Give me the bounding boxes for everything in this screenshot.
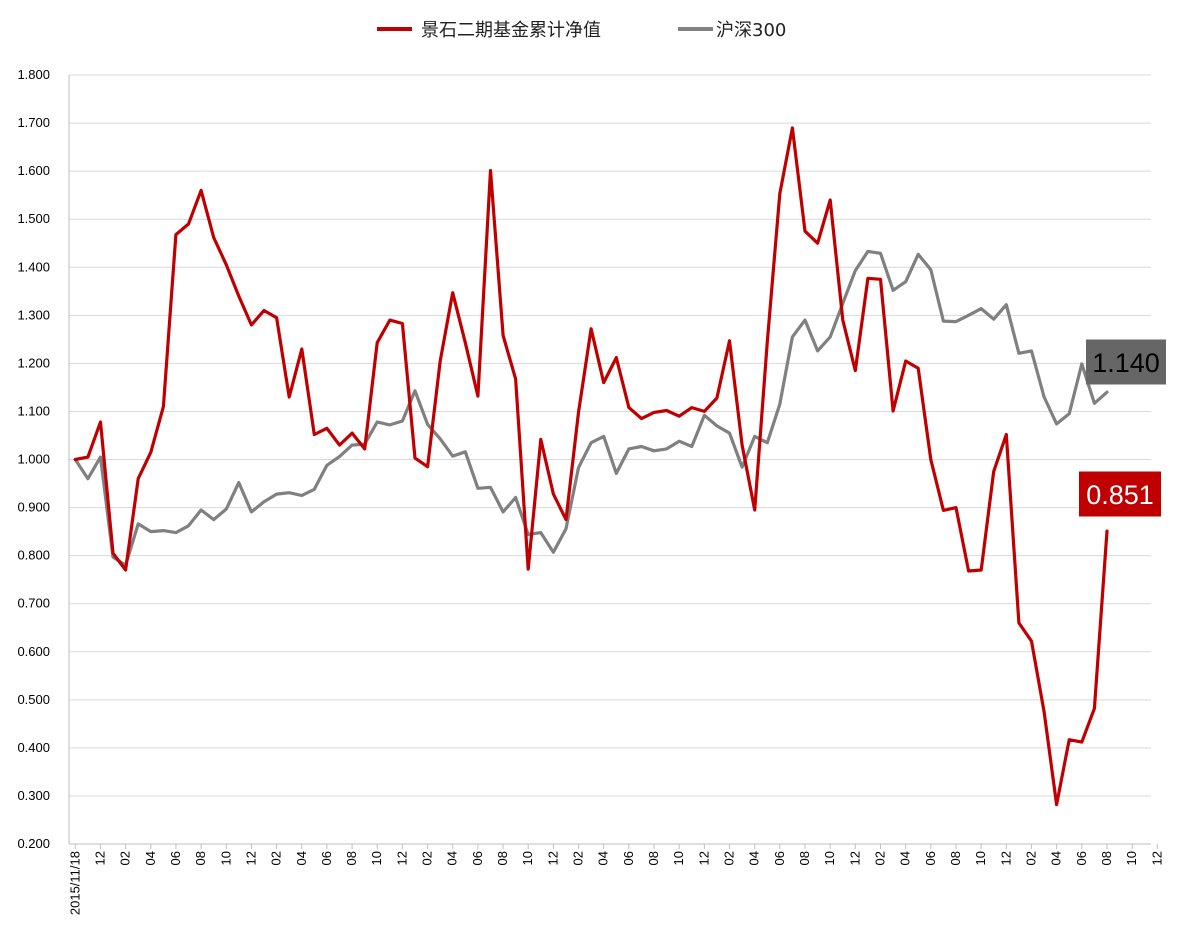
y-tick-label: 1.500 bbox=[17, 211, 50, 226]
x-tick-label: 12 bbox=[243, 851, 258, 865]
x-tick-label: 12 bbox=[394, 851, 409, 865]
series-line-2 bbox=[73, 249, 1109, 567]
x-tick-label: 06 bbox=[621, 851, 636, 865]
x-tick-label: 02 bbox=[873, 851, 888, 865]
x-tick-label: 06 bbox=[168, 851, 183, 865]
y-tick-label: 1.400 bbox=[17, 259, 50, 274]
y-tick-label: 1.800 bbox=[17, 67, 50, 82]
y-tick-label: 1.100 bbox=[17, 403, 50, 418]
x-tick-label: 10 bbox=[671, 851, 686, 865]
y-tick-label: 1.200 bbox=[17, 355, 50, 370]
callout-value: 1.140 bbox=[1092, 348, 1160, 378]
series-lines bbox=[73, 126, 1109, 807]
x-tick-label: 08 bbox=[1099, 851, 1114, 865]
y-tick-label: 0.600 bbox=[17, 644, 50, 659]
y-axis: 0.200 0.300 0.400 0.500 0.600 0.700 0.800 0.900… bbox=[17, 67, 70, 851]
legend: 景石二期基金累计净值 沪深300 bbox=[377, 20, 786, 41]
x-tick-label: 08 bbox=[948, 851, 963, 865]
x-tick-label: 04 bbox=[596, 851, 611, 865]
x-tick-label: 10 bbox=[822, 851, 837, 865]
x-tick-label: 10 bbox=[520, 851, 535, 865]
x-tick-label: 10 bbox=[218, 851, 233, 865]
x-tick-label: 06 bbox=[319, 851, 334, 865]
x-tick-label: 12 bbox=[847, 851, 862, 865]
x-tick-label: 10 bbox=[1124, 851, 1139, 865]
legend-label-series-2: 沪深300 bbox=[716, 20, 786, 41]
x-tick-label: 06 bbox=[772, 851, 787, 865]
x-tick-label: 08 bbox=[797, 851, 812, 865]
legend-label-series-1: 景石二期基金累计净值 bbox=[421, 20, 601, 41]
series-line-1 bbox=[73, 126, 1109, 807]
x-tick-label: 08 bbox=[344, 851, 359, 865]
x-tick-label: 08 bbox=[495, 851, 510, 865]
y-tick-label: 0.800 bbox=[17, 548, 50, 563]
x-tick-label: 06 bbox=[470, 851, 485, 865]
y-tick-label: 0.300 bbox=[17, 788, 50, 803]
x-tick-label: 08 bbox=[646, 851, 661, 865]
x-tick-label: 12 bbox=[545, 851, 560, 865]
y-tick-label: 0.500 bbox=[17, 692, 50, 707]
value-callouts: 1.140 0.851 bbox=[1079, 339, 1166, 517]
x-tick-label: 02 bbox=[1023, 851, 1038, 865]
x-tick-label: 04 bbox=[898, 851, 913, 865]
x-tick-label: 02 bbox=[118, 851, 133, 865]
x-tick-label: 08 bbox=[193, 851, 208, 865]
x-tick-label: 02 bbox=[420, 851, 435, 865]
x-tick-label: 02 bbox=[269, 851, 284, 865]
x-tick-label: 04 bbox=[445, 851, 460, 865]
y-tick-label: 1.600 bbox=[17, 163, 50, 178]
x-tick-label: 04 bbox=[294, 851, 309, 865]
y-tick-label: 0.900 bbox=[17, 500, 50, 515]
x-tick-label: 04 bbox=[143, 851, 158, 865]
x-tick-label: 12 bbox=[1149, 851, 1164, 865]
x-tick-label: 12 bbox=[92, 851, 107, 865]
x-tick-label: 06 bbox=[1074, 851, 1089, 865]
x-tick-label: 04 bbox=[1049, 851, 1064, 865]
x-tick-label: 2015/11/18 bbox=[67, 851, 82, 915]
y-tick-label: 0.400 bbox=[17, 740, 50, 755]
callout-box bbox=[1086, 339, 1166, 385]
x-tick-label: 10 bbox=[973, 851, 988, 865]
callout-box bbox=[1079, 471, 1161, 517]
y-tick-label: 1.000 bbox=[17, 452, 50, 467]
y-tick-label: 0.700 bbox=[17, 596, 50, 611]
x-axis: 2015/11/18 12 02 04 06 08 10 12 02 04 06 08 10 12 02 04… bbox=[67, 843, 1164, 915]
x-tick-label: 12 bbox=[998, 851, 1013, 865]
x-tick-label: 10 bbox=[369, 851, 384, 865]
x-tick-label: 12 bbox=[696, 851, 711, 865]
y-tick-label: 0.200 bbox=[17, 836, 50, 851]
callout-value: 0.851 bbox=[1086, 480, 1154, 510]
x-tick-label: 06 bbox=[923, 851, 938, 865]
y-tick-label: 1.700 bbox=[17, 115, 50, 130]
x-tick-label: 02 bbox=[722, 851, 737, 865]
x-tick-label: 02 bbox=[571, 851, 586, 865]
y-tick-label: 1.300 bbox=[17, 307, 50, 322]
x-tick-label: 04 bbox=[747, 851, 762, 865]
